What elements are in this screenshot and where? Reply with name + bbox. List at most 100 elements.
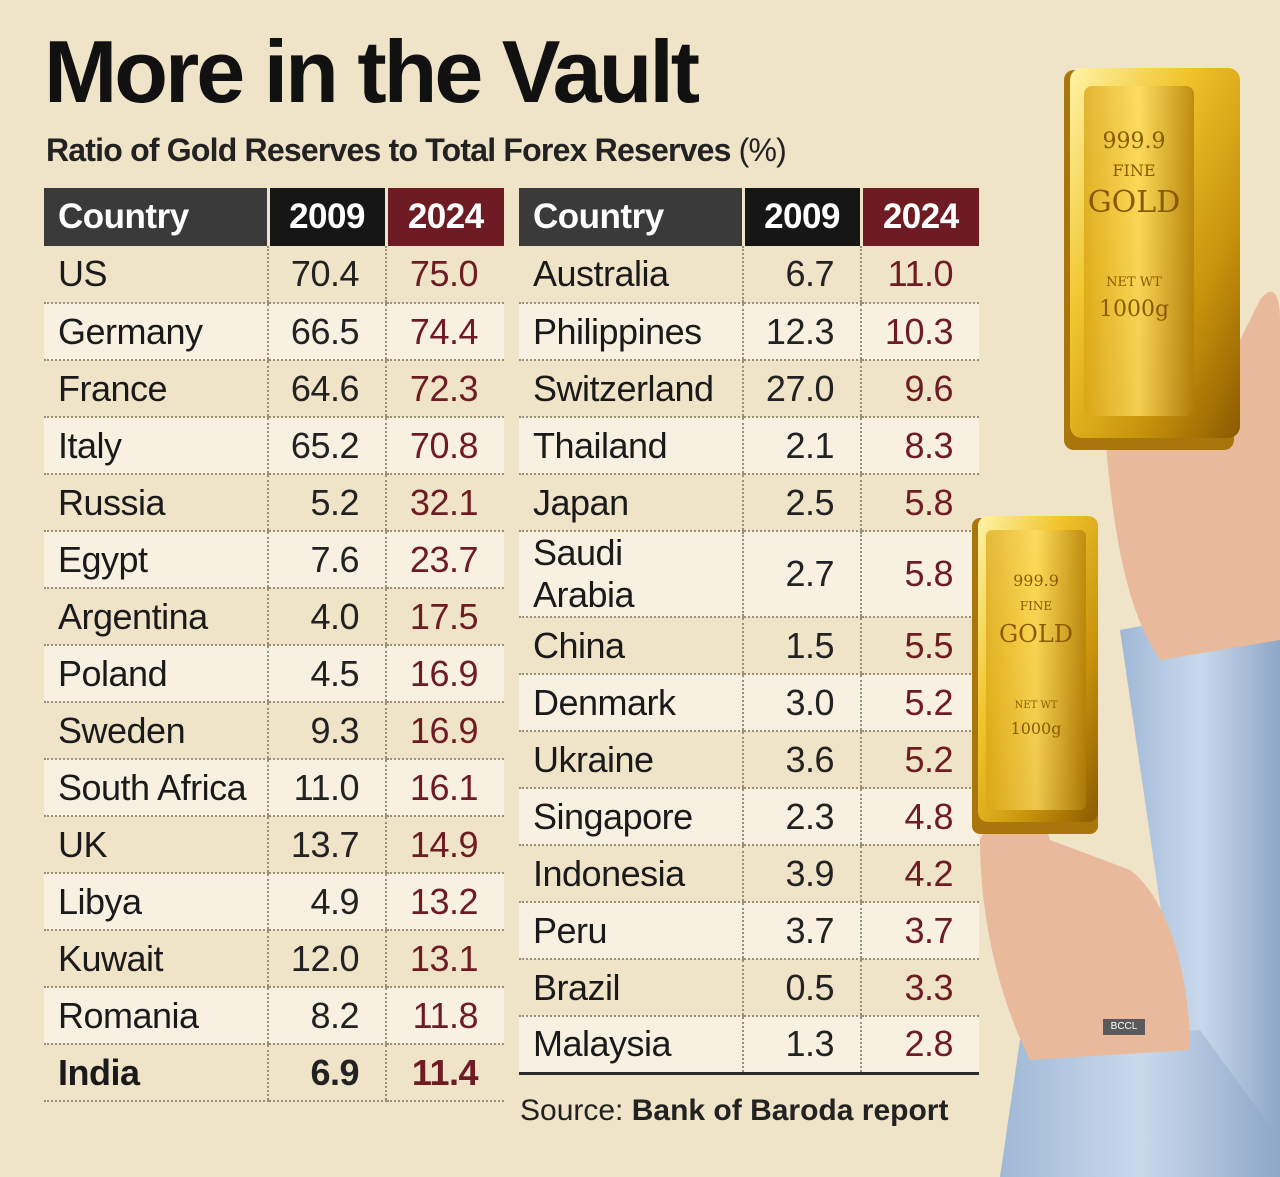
value-2009-cell: 70.4 <box>267 246 386 304</box>
table-row: South Africa 11.0 16.1 <box>44 759 504 817</box>
country-cell: Denmark <box>519 674 743 732</box>
value-2024-cell: 2.8 <box>860 1016 979 1075</box>
value-2024-cell: 5.5 <box>860 617 979 675</box>
table-row: India 6.9 11.4 <box>44 1044 504 1102</box>
value-2024-cell: 10.3 <box>860 303 979 361</box>
value-2024-cell: 11.0 <box>860 246 979 304</box>
country-cell: Egypt <box>44 531 268 589</box>
table-row: Australia 6.7 11.0 <box>519 246 979 304</box>
country-cell: Argentina <box>44 588 268 646</box>
value-2009-cell: 6.7 <box>742 246 861 304</box>
value-2009-cell: 0.5 <box>742 959 861 1017</box>
country-cell: Romania <box>44 987 268 1045</box>
source-text: Bank of Baroda report <box>631 1094 949 1127</box>
value-2009-cell: 3.0 <box>742 674 861 732</box>
value-2024-cell: 23.7 <box>385 531 504 589</box>
value-2024-cell: 5.8 <box>860 531 979 618</box>
table-row: Malaysia 1.3 2.8 <box>519 1016 979 1075</box>
value-2009-cell: 12.0 <box>267 930 386 988</box>
value-2009-cell: 1.3 <box>742 1016 861 1075</box>
value-2024-cell: 72.3 <box>385 360 504 418</box>
gold-bar-small-face <box>986 530 1086 810</box>
value-2024-cell: 4.2 <box>860 845 979 903</box>
country-cell: Brazil <box>519 959 743 1017</box>
value-2024-cell: 11.8 <box>385 987 504 1045</box>
bar-small-weight: 1000g <box>1011 719 1062 738</box>
subtitle-unit: (%) <box>738 132 787 168</box>
value-2024-cell: 8.3 <box>860 417 979 475</box>
bar-small-fine: FINE <box>1020 599 1052 613</box>
value-2024-cell: 3.3 <box>860 959 979 1017</box>
table-row: Italy 65.2 70.8 <box>44 417 504 475</box>
value-2024-cell: 74.4 <box>385 303 504 361</box>
table-row: Egypt 7.6 23.7 <box>44 531 504 589</box>
value-2009-cell: 4.0 <box>267 588 386 646</box>
value-2009-cell: 8.2 <box>267 987 386 1045</box>
upper-sleeve <box>1120 600 1280 1177</box>
value-2024-cell: 5.2 <box>860 731 979 789</box>
country-cell: Russia <box>44 474 268 532</box>
bar-small-weight-label: NET WT <box>1015 700 1058 711</box>
country-cell: South Africa <box>44 759 268 817</box>
bar-large-purity: 999.9 <box>1103 129 1166 154</box>
table-row: Germany 66.5 74.4 <box>44 303 504 361</box>
country-cell: Peru <box>519 902 743 960</box>
country-cell: Italy <box>44 417 268 475</box>
table-row: Saudi Arabia 2.7 5.8 <box>519 531 979 618</box>
table-header-row: Country 2009 2024 <box>44 188 504 246</box>
country-cell: Malaysia <box>519 1016 743 1075</box>
table-row: Indonesia 3.9 4.2 <box>519 845 979 903</box>
col-header-2009: 2009 <box>741 188 861 246</box>
table-row: Argentina 4.0 17.5 <box>44 588 504 646</box>
photo-credit-badge: BCCL <box>1103 1019 1145 1035</box>
country-cell: Thailand <box>519 417 743 475</box>
value-2024-cell: 16.9 <box>385 702 504 760</box>
country-cell: US <box>44 246 268 304</box>
table-row: Philippines 12.3 10.3 <box>519 303 979 361</box>
table-row: Libya 4.9 13.2 <box>44 873 504 931</box>
country-cell: France <box>44 360 268 418</box>
value-2024-cell: 11.4 <box>385 1044 504 1102</box>
value-2009-cell: 3.6 <box>742 731 861 789</box>
value-2024-cell: 14.9 <box>385 816 504 874</box>
col-header-country: Country <box>44 188 268 246</box>
value-2009-cell: 66.5 <box>267 303 386 361</box>
value-2024-cell: 16.1 <box>385 759 504 817</box>
bar-large-weight-label: NET WT <box>1106 275 1162 290</box>
value-2009-cell: 1.5 <box>742 617 861 675</box>
value-2009-cell: 2.1 <box>742 417 861 475</box>
reserves-table-right: Country 2009 2024 Australia 6.7 11.0 Philip… <box>519 188 979 1075</box>
value-2024-cell: 13.1 <box>385 930 504 988</box>
country-cell: Poland <box>44 645 268 703</box>
value-2009-cell: 4.9 <box>267 873 386 931</box>
value-2024-cell: 32.1 <box>385 474 504 532</box>
country-cell: Germany <box>44 303 268 361</box>
value-2024-cell: 16.9 <box>385 645 504 703</box>
table-header-row: Country 2009 2024 <box>519 188 979 246</box>
value-2009-cell: 65.2 <box>267 417 386 475</box>
value-2024-cell: 3.7 <box>860 902 979 960</box>
table-row: Denmark 3.0 5.2 <box>519 674 979 732</box>
table-row: Singapore 2.3 4.8 <box>519 788 979 846</box>
col-header-2009: 2009 <box>266 188 386 246</box>
bar-large-weight: 1000g <box>1099 297 1169 322</box>
table-row: Poland 4.5 16.9 <box>44 645 504 703</box>
country-cell: Singapore <box>519 788 743 846</box>
value-2009-cell: 2.5 <box>742 474 861 532</box>
country-cell: Australia <box>519 246 743 304</box>
value-2009-cell: 6.9 <box>267 1044 386 1102</box>
value-2009-cell: 11.0 <box>267 759 386 817</box>
gold-bar-large-face <box>1084 86 1194 416</box>
country-cell: China <box>519 617 743 675</box>
value-2024-cell: 13.2 <box>385 873 504 931</box>
value-2009-cell: 3.7 <box>742 902 861 960</box>
table-row: Switzerland 27.0 9.6 <box>519 360 979 418</box>
country-cell: Sweden <box>44 702 268 760</box>
value-2009-cell: 5.2 <box>267 474 386 532</box>
value-2009-cell: 12.3 <box>742 303 861 361</box>
table-row: Sweden 9.3 16.9 <box>44 702 504 760</box>
bar-large-metal: GOLD <box>1088 185 1181 220</box>
gold-bars-photo: 999.9 FINE GOLD NET WT 1000g 999.9 FINE … <box>972 68 1280 1177</box>
table-row: Russia 5.2 32.1 <box>44 474 504 532</box>
table-row: Ukraine 3.6 5.2 <box>519 731 979 789</box>
